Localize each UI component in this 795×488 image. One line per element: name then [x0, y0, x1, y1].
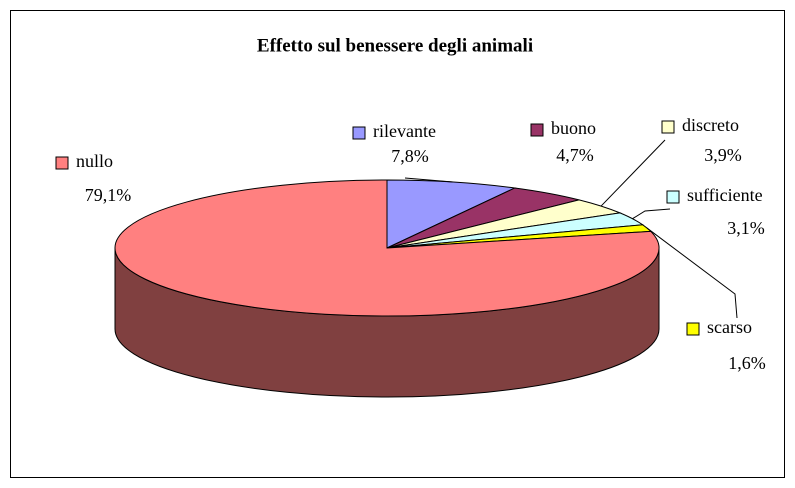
legend-swatch — [530, 123, 544, 137]
slice-label: buono — [551, 118, 596, 138]
value-label: 79,1% — [85, 185, 132, 205]
value-label: 1,6% — [728, 353, 766, 373]
slice-label: discreto — [682, 115, 739, 135]
legend-swatch — [55, 156, 69, 170]
pie-slice — [386, 179, 517, 249]
value-label: 7,8% — [391, 146, 429, 166]
legend-swatch — [666, 190, 680, 204]
legend-swatch — [661, 120, 675, 134]
leader-line — [600, 139, 666, 207]
slice-label: nullo — [76, 151, 113, 171]
slice-label: sufficiente — [687, 185, 763, 205]
slice-label: rilevante — [373, 121, 436, 141]
leader-line — [646, 227, 738, 319]
legend-swatch — [686, 322, 700, 336]
value-label: 3,9% — [704, 145, 742, 165]
value-label: 4,7% — [556, 145, 594, 165]
pie-slice — [114, 179, 660, 317]
slice-label: scarso — [707, 317, 752, 337]
leader-line — [404, 177, 453, 183]
value-label: 3,1% — [727, 218, 765, 238]
chart-title: Effetto sul benessere degli animali — [257, 35, 533, 56]
leader-line — [632, 208, 671, 220]
legend-swatch — [352, 126, 366, 140]
